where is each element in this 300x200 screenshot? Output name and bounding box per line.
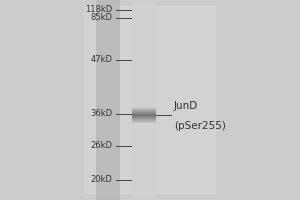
Text: (pSer255): (pSer255) bbox=[174, 121, 226, 131]
Text: 36kD: 36kD bbox=[90, 109, 112, 118]
Text: 20kD: 20kD bbox=[91, 176, 112, 184]
Text: JunD: JunD bbox=[174, 101, 198, 111]
Text: 47kD: 47kD bbox=[91, 55, 112, 64]
Text: 85kD: 85kD bbox=[91, 14, 112, 22]
Bar bbox=[84, 6, 216, 194]
Text: 26kD: 26kD bbox=[91, 142, 112, 150]
Text: 118kD: 118kD bbox=[85, 5, 112, 15]
